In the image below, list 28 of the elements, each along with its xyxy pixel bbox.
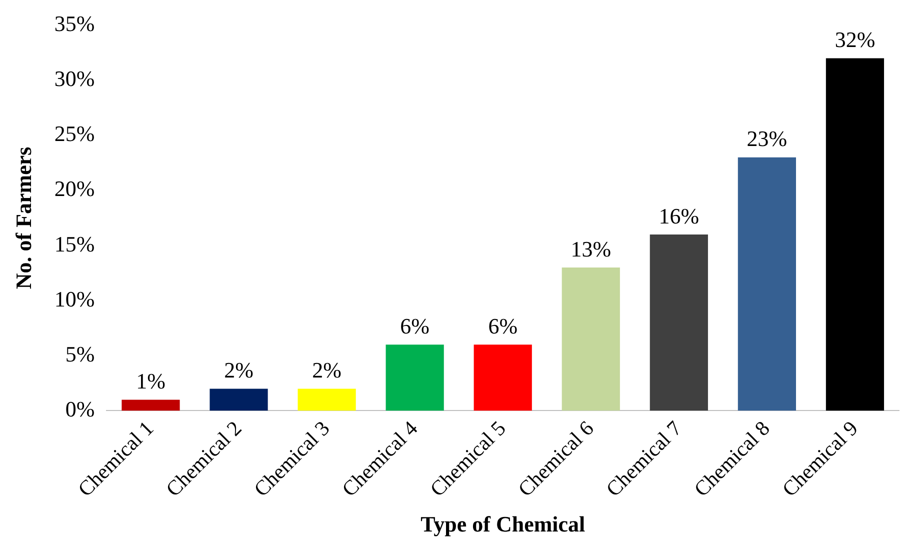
x-axis-title: Type of Chemical: [420, 511, 586, 536]
bar: [738, 157, 796, 411]
y-tick-label: 5%: [65, 341, 95, 366]
data-label: 13%: [570, 236, 612, 262]
y-tick-label: 10%: [54, 286, 95, 312]
bar: [826, 58, 884, 411]
bar: [474, 344, 532, 411]
data-label: 23%: [746, 126, 788, 152]
data-label: 2%: [312, 357, 342, 382]
data-label: 16%: [658, 203, 700, 228]
data-label: 6%: [488, 313, 518, 338]
data-label: 32%: [834, 27, 876, 52]
bar: [650, 234, 708, 411]
data-label: 2%: [224, 357, 254, 382]
bar: [298, 388, 356, 411]
data-label: 6%: [400, 313, 430, 338]
data-label: 1%: [136, 368, 166, 394]
bar: [562, 268, 620, 411]
y-tick-label: 30%: [54, 66, 95, 92]
bar: [210, 388, 268, 411]
y-tick-label: 25%: [54, 121, 95, 146]
bar: [122, 400, 180, 411]
y-tick-label: 20%: [54, 176, 95, 202]
y-tick-label: 0%: [65, 396, 95, 422]
bar: [386, 344, 444, 411]
y-tick-label: 15%: [54, 231, 95, 256]
y-tick-label: 35%: [54, 10, 95, 36]
y-axis-title: No. of Farmers: [10, 146, 36, 290]
